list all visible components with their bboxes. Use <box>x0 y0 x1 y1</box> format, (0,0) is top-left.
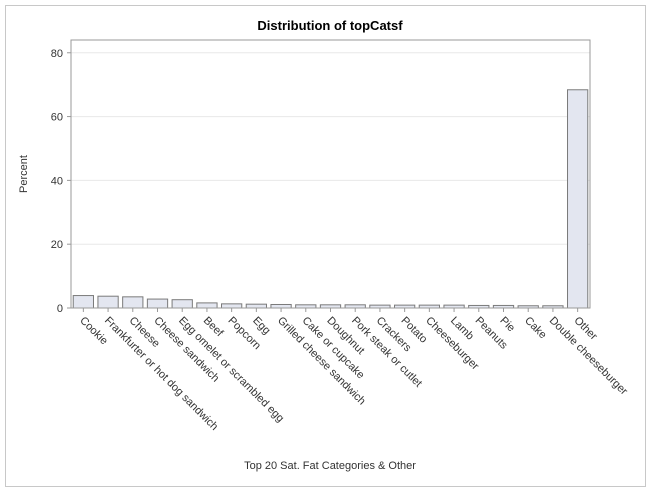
bar <box>221 303 243 309</box>
x-tick-label: Cake <box>522 315 549 342</box>
chart-title: Distribution of topCatsf <box>257 18 403 33</box>
y-tick-label: 20 <box>51 239 63 251</box>
bar <box>196 302 218 309</box>
chart-frame <box>5 5 646 487</box>
gridlines <box>71 52 590 245</box>
bar <box>245 303 267 309</box>
y-tick-label: 40 <box>51 175 63 187</box>
axes <box>70 39 591 309</box>
bar <box>171 299 193 309</box>
bar <box>97 295 119 309</box>
y-tick-label: 0 <box>57 303 63 315</box>
y-tick-labels: 0 20 40 60 80 <box>51 48 71 315</box>
y-tick-label: 80 <box>51 48 63 60</box>
y-tick-label: 60 <box>51 112 63 124</box>
bar <box>567 89 589 309</box>
bars <box>72 89 589 309</box>
x-axis-label: Top 20 Sat. Fat Categories & Other <box>244 460 416 472</box>
x-tick-label: Pie <box>497 315 517 335</box>
y-axis-label: Percent <box>18 155 30 193</box>
plot-area-border <box>70 39 591 309</box>
bar <box>72 295 94 309</box>
bar <box>270 303 292 309</box>
bar <box>122 296 144 309</box>
bar <box>146 298 169 309</box>
